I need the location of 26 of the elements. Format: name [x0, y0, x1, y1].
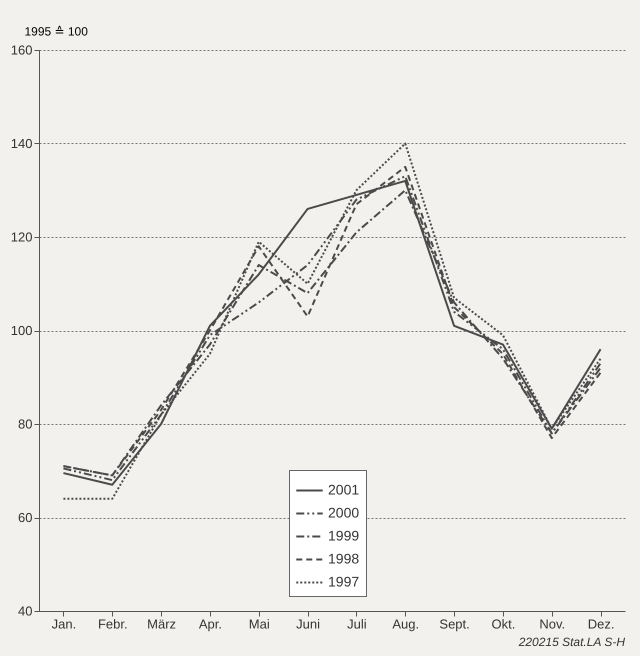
legend-label: 2000: [328, 504, 360, 520]
x-tick-label: Mai: [248, 616, 270, 632]
text: 220215 Stat.LA S-H: [518, 635, 626, 649]
legend-label: 1999: [328, 528, 360, 544]
x-tick-label: Jan.: [52, 616, 76, 632]
y-tick-label: 60: [18, 510, 32, 525]
x-tick-label: Juni: [296, 616, 320, 632]
x-tick-label: Dez.: [588, 616, 614, 632]
x-tick-label: Febr.: [98, 616, 128, 632]
y-axis-title: 1995 ≙ 100: [24, 24, 88, 38]
y-tick-label: 80: [18, 416, 32, 432]
x-tick-label: Nov.: [539, 616, 566, 632]
legend-label: 2001: [328, 482, 360, 498]
y-tick-label: 100: [10, 323, 32, 338]
y-tick-label: 40: [18, 604, 32, 618]
y-tick-label: 120: [10, 230, 32, 244]
legend-label: 1997: [328, 574, 360, 590]
x-tick-label: Juli: [347, 616, 367, 632]
x-tick-label: Okt.: [491, 616, 516, 632]
legend-label: 1998: [328, 550, 360, 566]
y-tick-label: 160: [10, 42, 32, 58]
x-tick-label: Apr.: [198, 616, 222, 632]
x-tick-label: März: [147, 616, 176, 632]
x-tick-label: Aug.: [392, 616, 420, 632]
x-tick-label: Sept.: [439, 616, 470, 632]
y-tick-label: 140: [10, 136, 32, 151]
